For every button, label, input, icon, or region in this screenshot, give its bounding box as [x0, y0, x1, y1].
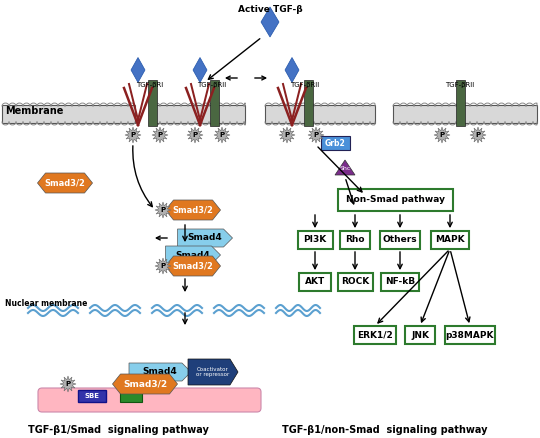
Polygon shape	[335, 160, 355, 175]
Bar	[393, 105, 537, 123]
Text: P: P	[160, 207, 166, 213]
Polygon shape	[279, 127, 295, 143]
Text: Others: Others	[383, 236, 417, 244]
Bar	[338, 273, 373, 291]
Text: Smad3/2: Smad3/2	[173, 205, 213, 215]
Text: P: P	[131, 132, 136, 138]
Polygon shape	[193, 57, 207, 82]
Text: P: P	[158, 132, 163, 138]
Bar	[210, 80, 219, 126]
Bar	[354, 326, 396, 344]
Bar	[265, 105, 375, 123]
Bar	[405, 326, 435, 344]
Text: MAPK: MAPK	[435, 236, 465, 244]
Text: Coactivator
or repressor: Coactivator or repressor	[197, 367, 230, 378]
Polygon shape	[155, 258, 171, 274]
FancyBboxPatch shape	[38, 388, 261, 412]
Bar	[153, 105, 245, 123]
Polygon shape	[308, 127, 324, 143]
Bar	[303, 80, 313, 126]
Polygon shape	[37, 173, 92, 193]
Bar	[340, 231, 370, 249]
Text: P: P	[160, 263, 166, 269]
Text: P: P	[219, 132, 225, 138]
Bar	[445, 326, 495, 344]
Text: JNK: JNK	[411, 331, 429, 339]
Text: PI3K: PI3K	[303, 236, 327, 244]
Polygon shape	[165, 246, 220, 264]
Text: TGF-β1/non-Smad  signaling pathway: TGF-β1/non-Smad signaling pathway	[282, 425, 488, 435]
Text: P: P	[313, 132, 319, 138]
Text: Smad4: Smad4	[176, 251, 211, 259]
Text: Smad3/2: Smad3/2	[173, 261, 213, 271]
Bar	[299, 273, 331, 291]
Text: Membrane: Membrane	[5, 106, 63, 116]
Polygon shape	[129, 363, 191, 381]
Polygon shape	[434, 127, 450, 143]
Text: SBE: SBE	[84, 393, 99, 399]
Bar	[431, 231, 469, 249]
Bar	[298, 231, 333, 249]
Text: TGF-βRII: TGF-βRII	[198, 82, 227, 88]
Text: P: P	[192, 132, 198, 138]
Text: Shc: Shc	[339, 166, 350, 172]
Polygon shape	[470, 127, 486, 143]
Bar	[456, 80, 464, 126]
Text: P: P	[65, 381, 71, 387]
Text: p38MAPK: p38MAPK	[446, 331, 494, 339]
Text: Active TGF-β: Active TGF-β	[238, 6, 302, 14]
Polygon shape	[125, 127, 141, 143]
Bar	[78, 390, 106, 402]
Polygon shape	[60, 376, 76, 392]
Bar	[380, 231, 420, 249]
Bar	[147, 80, 157, 126]
Text: Smad4: Smad4	[187, 233, 222, 243]
Bar	[381, 273, 419, 291]
Text: ROCK: ROCK	[341, 278, 369, 286]
Polygon shape	[285, 57, 299, 82]
Text: Grb2: Grb2	[325, 138, 346, 148]
Text: AKT: AKT	[305, 278, 325, 286]
Polygon shape	[155, 202, 171, 218]
FancyBboxPatch shape	[321, 135, 349, 149]
Text: P: P	[475, 132, 481, 138]
Polygon shape	[187, 127, 203, 143]
Polygon shape	[112, 374, 178, 394]
Polygon shape	[165, 200, 220, 220]
Text: Rho: Rho	[345, 236, 364, 244]
Polygon shape	[165, 256, 220, 276]
Polygon shape	[214, 127, 230, 143]
Text: NF-kB: NF-kB	[385, 278, 415, 286]
Text: Smad3/2: Smad3/2	[123, 379, 167, 389]
Polygon shape	[188, 359, 238, 385]
Bar	[338, 189, 453, 211]
Bar	[2, 105, 135, 123]
Text: TGF-β1/Smad  signaling pathway: TGF-β1/Smad signaling pathway	[28, 425, 208, 435]
Text: P: P	[285, 132, 289, 138]
Text: ERK1/2: ERK1/2	[357, 331, 393, 339]
Polygon shape	[261, 7, 279, 37]
Text: TGF-βRII: TGF-βRII	[446, 82, 475, 88]
Text: P: P	[440, 132, 444, 138]
Polygon shape	[178, 229, 233, 247]
Text: TGF-βRI: TGF-βRI	[137, 82, 164, 88]
Polygon shape	[131, 57, 145, 82]
Text: Nuclear membrane: Nuclear membrane	[5, 299, 87, 307]
Text: Smad3/2: Smad3/2	[45, 179, 85, 187]
Bar	[120, 390, 142, 402]
Text: Non-Smad pathway: Non-Smad pathway	[346, 195, 444, 205]
Text: Smad4: Smad4	[143, 367, 177, 377]
Text: TGF-βRII: TGF-βRII	[291, 82, 320, 88]
Polygon shape	[152, 127, 168, 143]
